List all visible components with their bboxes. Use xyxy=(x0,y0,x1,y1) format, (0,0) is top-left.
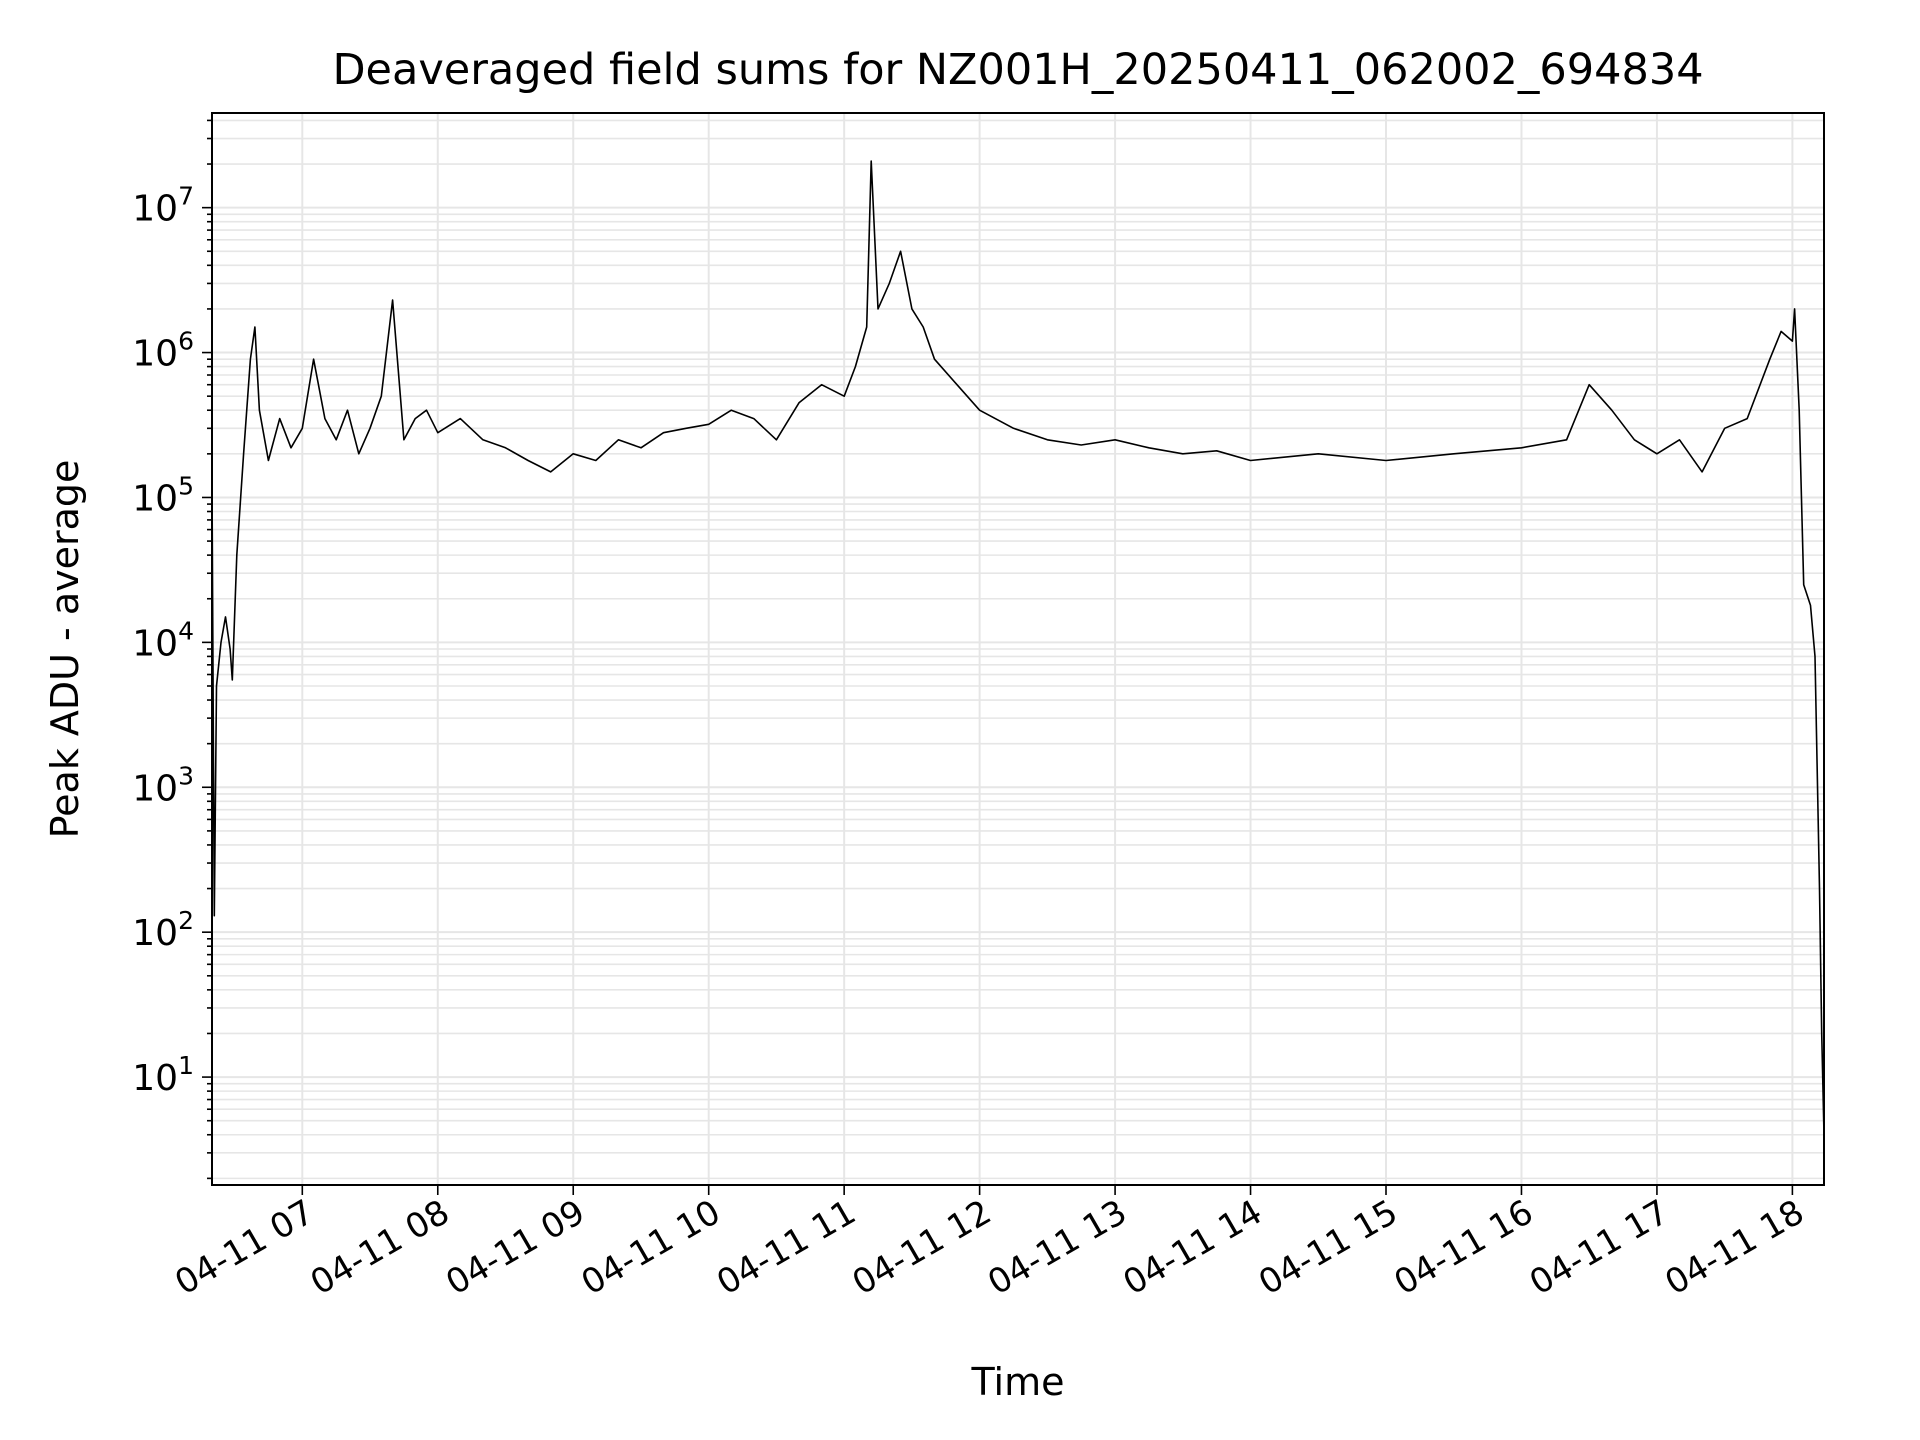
y-tick-label: 103 xyxy=(132,761,194,809)
grid xyxy=(212,113,1824,1185)
y-tick-label: 107 xyxy=(132,182,194,230)
y-tick-label: 101 xyxy=(132,1051,194,1099)
y-tick-label: 105 xyxy=(132,471,194,519)
y-tick-label: 102 xyxy=(132,906,194,954)
plot-area xyxy=(211,160,1825,1135)
y-tick-label: 104 xyxy=(132,616,194,664)
y-tick-label: 106 xyxy=(132,327,194,375)
chart-title: Deaveraged field sums for NZ001H_2025041… xyxy=(332,45,1703,95)
y-axis-label: Peak ADU - average xyxy=(43,460,87,839)
series-line xyxy=(211,160,1825,1135)
x-axis-label: Time xyxy=(971,1360,1065,1404)
